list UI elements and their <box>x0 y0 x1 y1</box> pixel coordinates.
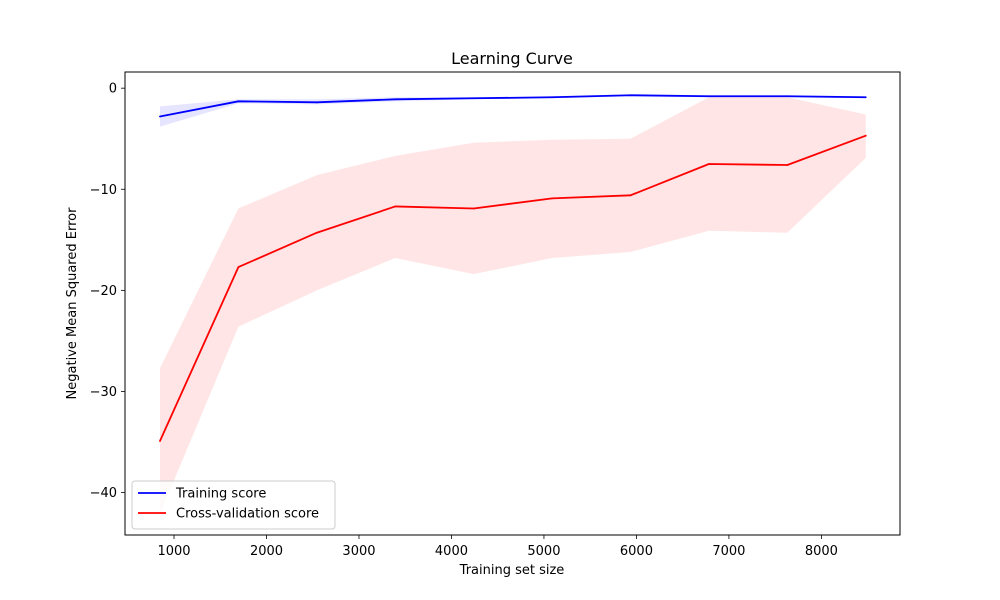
cross-validation-score-point <box>394 205 397 208</box>
training-score-point <box>551 96 553 99</box>
cross-validation-score-point <box>708 163 710 165</box>
cross-validation-score-point <box>315 231 318 234</box>
x-tick-label: 4000 <box>435 544 468 559</box>
training-score-point <box>159 115 161 118</box>
x-tick-label: 3000 <box>342 544 375 559</box>
training-score-point <box>629 94 632 97</box>
series-lines <box>159 94 867 442</box>
y-tick-label: 0 <box>109 82 117 97</box>
cross-validation-score-line <box>159 134 867 442</box>
cross-validation-score-point <box>551 197 553 200</box>
y-tick-label: −20 <box>90 284 117 299</box>
training-score-point <box>237 100 240 103</box>
x-tick-label: 1000 <box>157 544 190 559</box>
y-axis-ticks: 0 −10 −20 −30 −40 <box>90 82 125 501</box>
cross-validation-score-point <box>237 266 240 269</box>
x-tick-label: 7000 <box>712 544 745 559</box>
training-score-point <box>708 95 710 98</box>
x-tick-label: 5000 <box>527 544 560 559</box>
cross-validation-score-point <box>786 164 789 166</box>
training-score-point <box>394 98 397 101</box>
training-legend-label: Training score <box>175 487 266 502</box>
y-tick-label: −40 <box>90 486 117 501</box>
x-axis-label: Training set size <box>459 563 565 578</box>
cross-validation-legend-label: Cross-validation score <box>176 507 319 522</box>
cross-validation-score-point <box>159 440 161 442</box>
chart-title: Learning Curve <box>451 49 573 68</box>
plot-area-background <box>125 72 900 535</box>
y-tick-label: −30 <box>90 385 117 400</box>
legend-box <box>131 480 336 530</box>
x-tick-label: 6000 <box>620 544 653 559</box>
x-axis-ticks: 1000 2000 3000 4000 5000 6000 7000 8000 <box>157 535 838 559</box>
training-score-point <box>472 97 475 100</box>
cross-validation-score-band <box>159 97 866 514</box>
x-tick-label: 2000 <box>250 544 283 559</box>
y-axis-label: Negative Mean Squared Error <box>65 207 80 400</box>
training-score-line <box>159 94 866 118</box>
legend: Training score Cross-validation score <box>131 480 336 530</box>
plot-area-frame <box>124 71 901 536</box>
training-score-point <box>864 96 867 99</box>
cross-validation-score-point <box>864 134 867 137</box>
x-tick-label: 8000 <box>805 544 838 559</box>
cross-validation-score-point <box>472 207 475 210</box>
training-score-point <box>315 101 318 104</box>
training-score-point <box>786 95 789 98</box>
y-tick-label: −10 <box>90 183 117 198</box>
cross-validation-score-point <box>629 194 632 197</box>
